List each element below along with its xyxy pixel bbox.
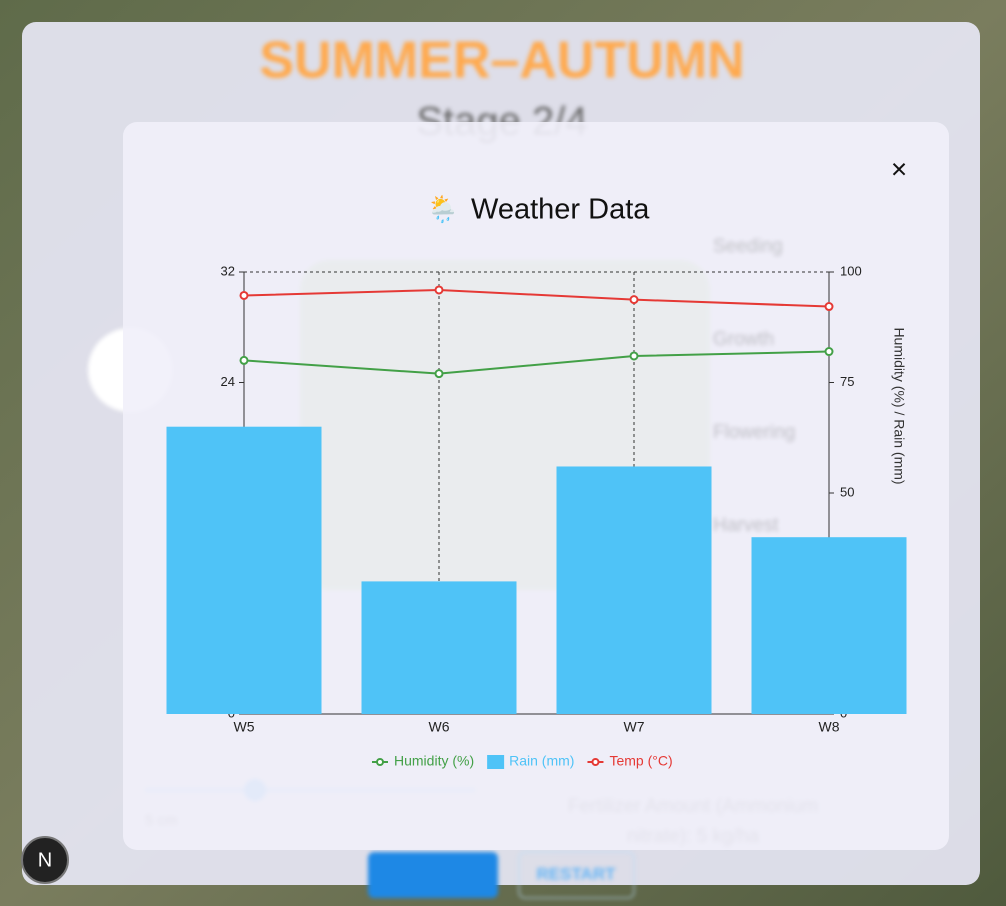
y2-tick-label: 100 xyxy=(840,263,862,278)
stage-item: Harvest xyxy=(713,515,779,536)
x-tick-label: W5 xyxy=(234,719,255,735)
point xyxy=(824,347,834,357)
bar xyxy=(751,537,907,714)
legend-swatch xyxy=(591,758,600,766)
close-button[interactable]: × xyxy=(891,153,907,184)
season-title: SUMMER–AUTUMN xyxy=(259,32,744,90)
x-tick-label: W8 xyxy=(819,719,840,735)
y-tick-label: 24 xyxy=(221,374,235,389)
point xyxy=(239,290,249,300)
legend-label: Rain (mm) xyxy=(509,753,574,769)
bar xyxy=(166,426,322,714)
legend-label: Humidity (%) xyxy=(394,753,474,769)
legend-swatch xyxy=(487,755,505,769)
point xyxy=(239,355,249,365)
line xyxy=(243,288,830,308)
restart-label: RESTART xyxy=(536,864,616,883)
chart: W5W6W7W8081624320255075100Humidity (%) /… xyxy=(166,263,907,769)
point xyxy=(434,285,444,295)
stage-item: Seeding xyxy=(713,236,783,257)
bar xyxy=(556,466,712,714)
point xyxy=(434,369,444,379)
x-tick-label: W7 xyxy=(624,719,645,735)
y-tick-label: 32 xyxy=(221,263,235,278)
legend-swatch xyxy=(376,758,384,766)
badge-label: N xyxy=(38,849,52,871)
stage-item: Flowering xyxy=(713,422,795,443)
point xyxy=(824,302,834,312)
legend-label: Temp (°C) xyxy=(609,753,672,769)
line xyxy=(243,350,830,375)
point xyxy=(629,351,639,361)
stage-item: Growth xyxy=(713,329,774,350)
modal-title: Weather Data xyxy=(471,194,650,226)
x-tick-label: W6 xyxy=(429,719,450,735)
badge[interactable] xyxy=(21,836,69,884)
stage-list: Seeding Growth Flowering Harvest xyxy=(713,236,795,536)
point xyxy=(629,295,639,305)
y2-tick-label: 50 xyxy=(840,484,854,499)
title-icon: 🌦️ xyxy=(427,194,459,225)
continue-button xyxy=(368,852,498,898)
y2-axis-label: Humidity (%) / Rain (mm) xyxy=(891,327,907,484)
restart-button xyxy=(518,851,635,899)
y2-tick-label: 75 xyxy=(840,374,854,389)
bar xyxy=(361,581,517,714)
